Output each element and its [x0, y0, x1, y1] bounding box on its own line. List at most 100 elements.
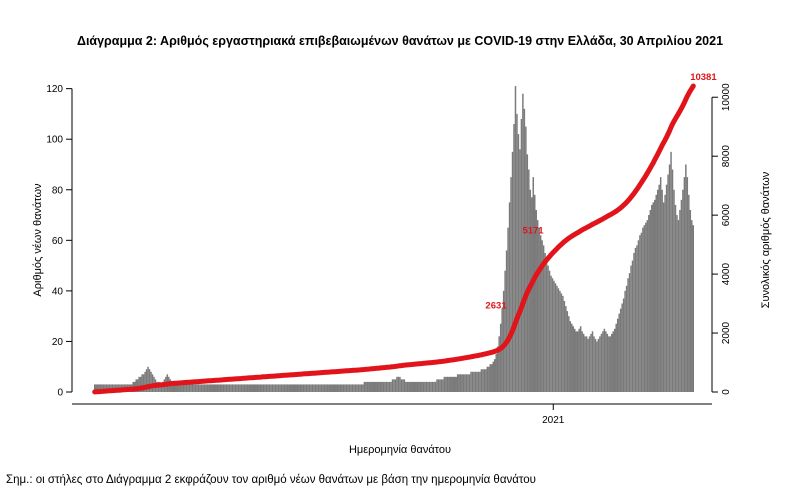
- bar: [491, 364, 493, 392]
- bar: [459, 374, 462, 392]
- bar: [665, 184, 668, 392]
- bar: [342, 384, 345, 392]
- bar: [360, 384, 363, 392]
- bar: [382, 381, 385, 392]
- bar: [326, 384, 329, 392]
- bar: [216, 384, 219, 392]
- bar: [374, 381, 376, 392]
- bar: [240, 384, 243, 392]
- bar: [474, 371, 477, 392]
- bar: [522, 93, 524, 392]
- y-tick-label-left: 120: [46, 84, 63, 95]
- bar: [408, 381, 410, 392]
- bars-group: [94, 86, 694, 393]
- bar: [308, 384, 311, 392]
- bar: [528, 169, 530, 392]
- bar: [593, 336, 595, 392]
- bar: [187, 384, 189, 392]
- bar: [319, 384, 321, 392]
- bar: [176, 384, 179, 392]
- bar: [234, 384, 237, 392]
- bar: [393, 379, 395, 392]
- y-tick-label-left: 60: [52, 236, 64, 247]
- bar: [439, 379, 441, 392]
- bar: [160, 384, 163, 392]
- bar: [588, 336, 591, 392]
- bar: [634, 247, 637, 392]
- bar: [357, 384, 360, 392]
- bar: [579, 326, 582, 392]
- bar: [448, 376, 450, 392]
- bar: [483, 369, 486, 392]
- bar: [274, 384, 277, 392]
- bar: [215, 384, 217, 392]
- bar: [488, 366, 490, 392]
- bar: [616, 318, 619, 392]
- bar: [471, 371, 474, 392]
- bar: [335, 384, 337, 392]
- bar: [295, 384, 297, 392]
- bar: [184, 384, 186, 392]
- bar: [566, 311, 569, 392]
- bar: [545, 260, 548, 392]
- bar: [193, 384, 195, 392]
- bar: [105, 384, 108, 392]
- bar: [640, 232, 643, 392]
- bar: [476, 371, 478, 392]
- bar: [462, 374, 465, 392]
- bar: [338, 384, 340, 392]
- bar: [379, 381, 382, 392]
- bar: [482, 369, 484, 392]
- bar: [313, 384, 315, 392]
- bar: [282, 384, 284, 392]
- bar: [458, 374, 460, 392]
- bar: [344, 384, 346, 392]
- bar: [531, 197, 533, 392]
- bar: [602, 331, 604, 392]
- bar: [322, 384, 324, 392]
- bar: [270, 384, 272, 392]
- bar: [211, 384, 213, 392]
- bar: [231, 384, 234, 392]
- bar: [276, 384, 278, 392]
- bar: [147, 366, 149, 392]
- bar: [214, 384, 216, 392]
- x-tick-label: 2021: [542, 415, 565, 426]
- bar: [562, 295, 564, 392]
- bar: [628, 273, 631, 392]
- bar: [353, 384, 355, 392]
- bar: [559, 290, 561, 392]
- bar: [454, 376, 456, 392]
- bar: [371, 381, 373, 392]
- bar: [378, 381, 380, 392]
- bar: [384, 381, 386, 392]
- bar: [307, 384, 309, 392]
- cumulative-label: 2631: [485, 300, 507, 311]
- bar: [325, 384, 327, 392]
- bar: [446, 376, 449, 392]
- bar: [311, 384, 314, 392]
- bar: [141, 374, 143, 392]
- bar: [648, 215, 650, 392]
- bar: [658, 184, 660, 392]
- bar: [354, 384, 357, 392]
- bar: [246, 384, 249, 392]
- bar: [608, 336, 610, 392]
- bar: [296, 384, 299, 392]
- bar: [495, 354, 497, 392]
- bar: [596, 341, 598, 392]
- bar: [179, 384, 182, 392]
- bar: [108, 384, 111, 392]
- bar: [236, 384, 238, 392]
- bar: [449, 376, 452, 392]
- footnote: Σημ.: οι στήλες στο Διάγραμμα 2 εκφράζου…: [6, 474, 536, 486]
- bar: [551, 278, 554, 392]
- bar: [279, 384, 281, 392]
- bar: [576, 331, 579, 392]
- bar: [237, 384, 240, 392]
- bar: [310, 384, 312, 392]
- bar: [259, 384, 262, 392]
- bar: [203, 384, 206, 392]
- bar: [205, 384, 207, 392]
- bar: [461, 374, 463, 392]
